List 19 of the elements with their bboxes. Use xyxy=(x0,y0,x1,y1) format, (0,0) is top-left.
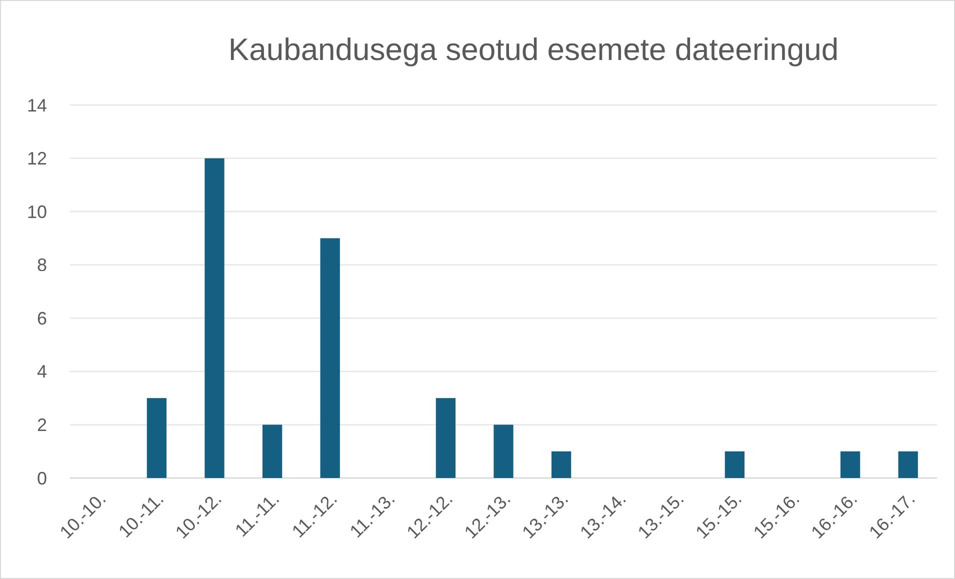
y-tick-label: 12 xyxy=(26,148,47,169)
bar xyxy=(494,424,514,478)
bar xyxy=(320,238,340,478)
bar xyxy=(898,451,918,478)
bar xyxy=(146,398,167,478)
bar xyxy=(840,451,860,478)
y-tick-label: 14 xyxy=(26,95,47,116)
bar xyxy=(262,424,282,478)
bar xyxy=(204,158,224,478)
y-tick-label: 10 xyxy=(26,202,47,222)
y-tick-label: 8 xyxy=(36,255,47,276)
chart-title: Kaubandusega seotud esemete dateeringud xyxy=(228,32,839,67)
y-tick-label: 0 xyxy=(36,468,47,488)
y-tick-label: 4 xyxy=(36,362,47,382)
y-tick-label: 2 xyxy=(36,415,47,436)
y-tick-label: 6 xyxy=(36,308,47,328)
bar xyxy=(551,451,572,478)
bar xyxy=(724,451,745,478)
bar xyxy=(436,398,456,478)
